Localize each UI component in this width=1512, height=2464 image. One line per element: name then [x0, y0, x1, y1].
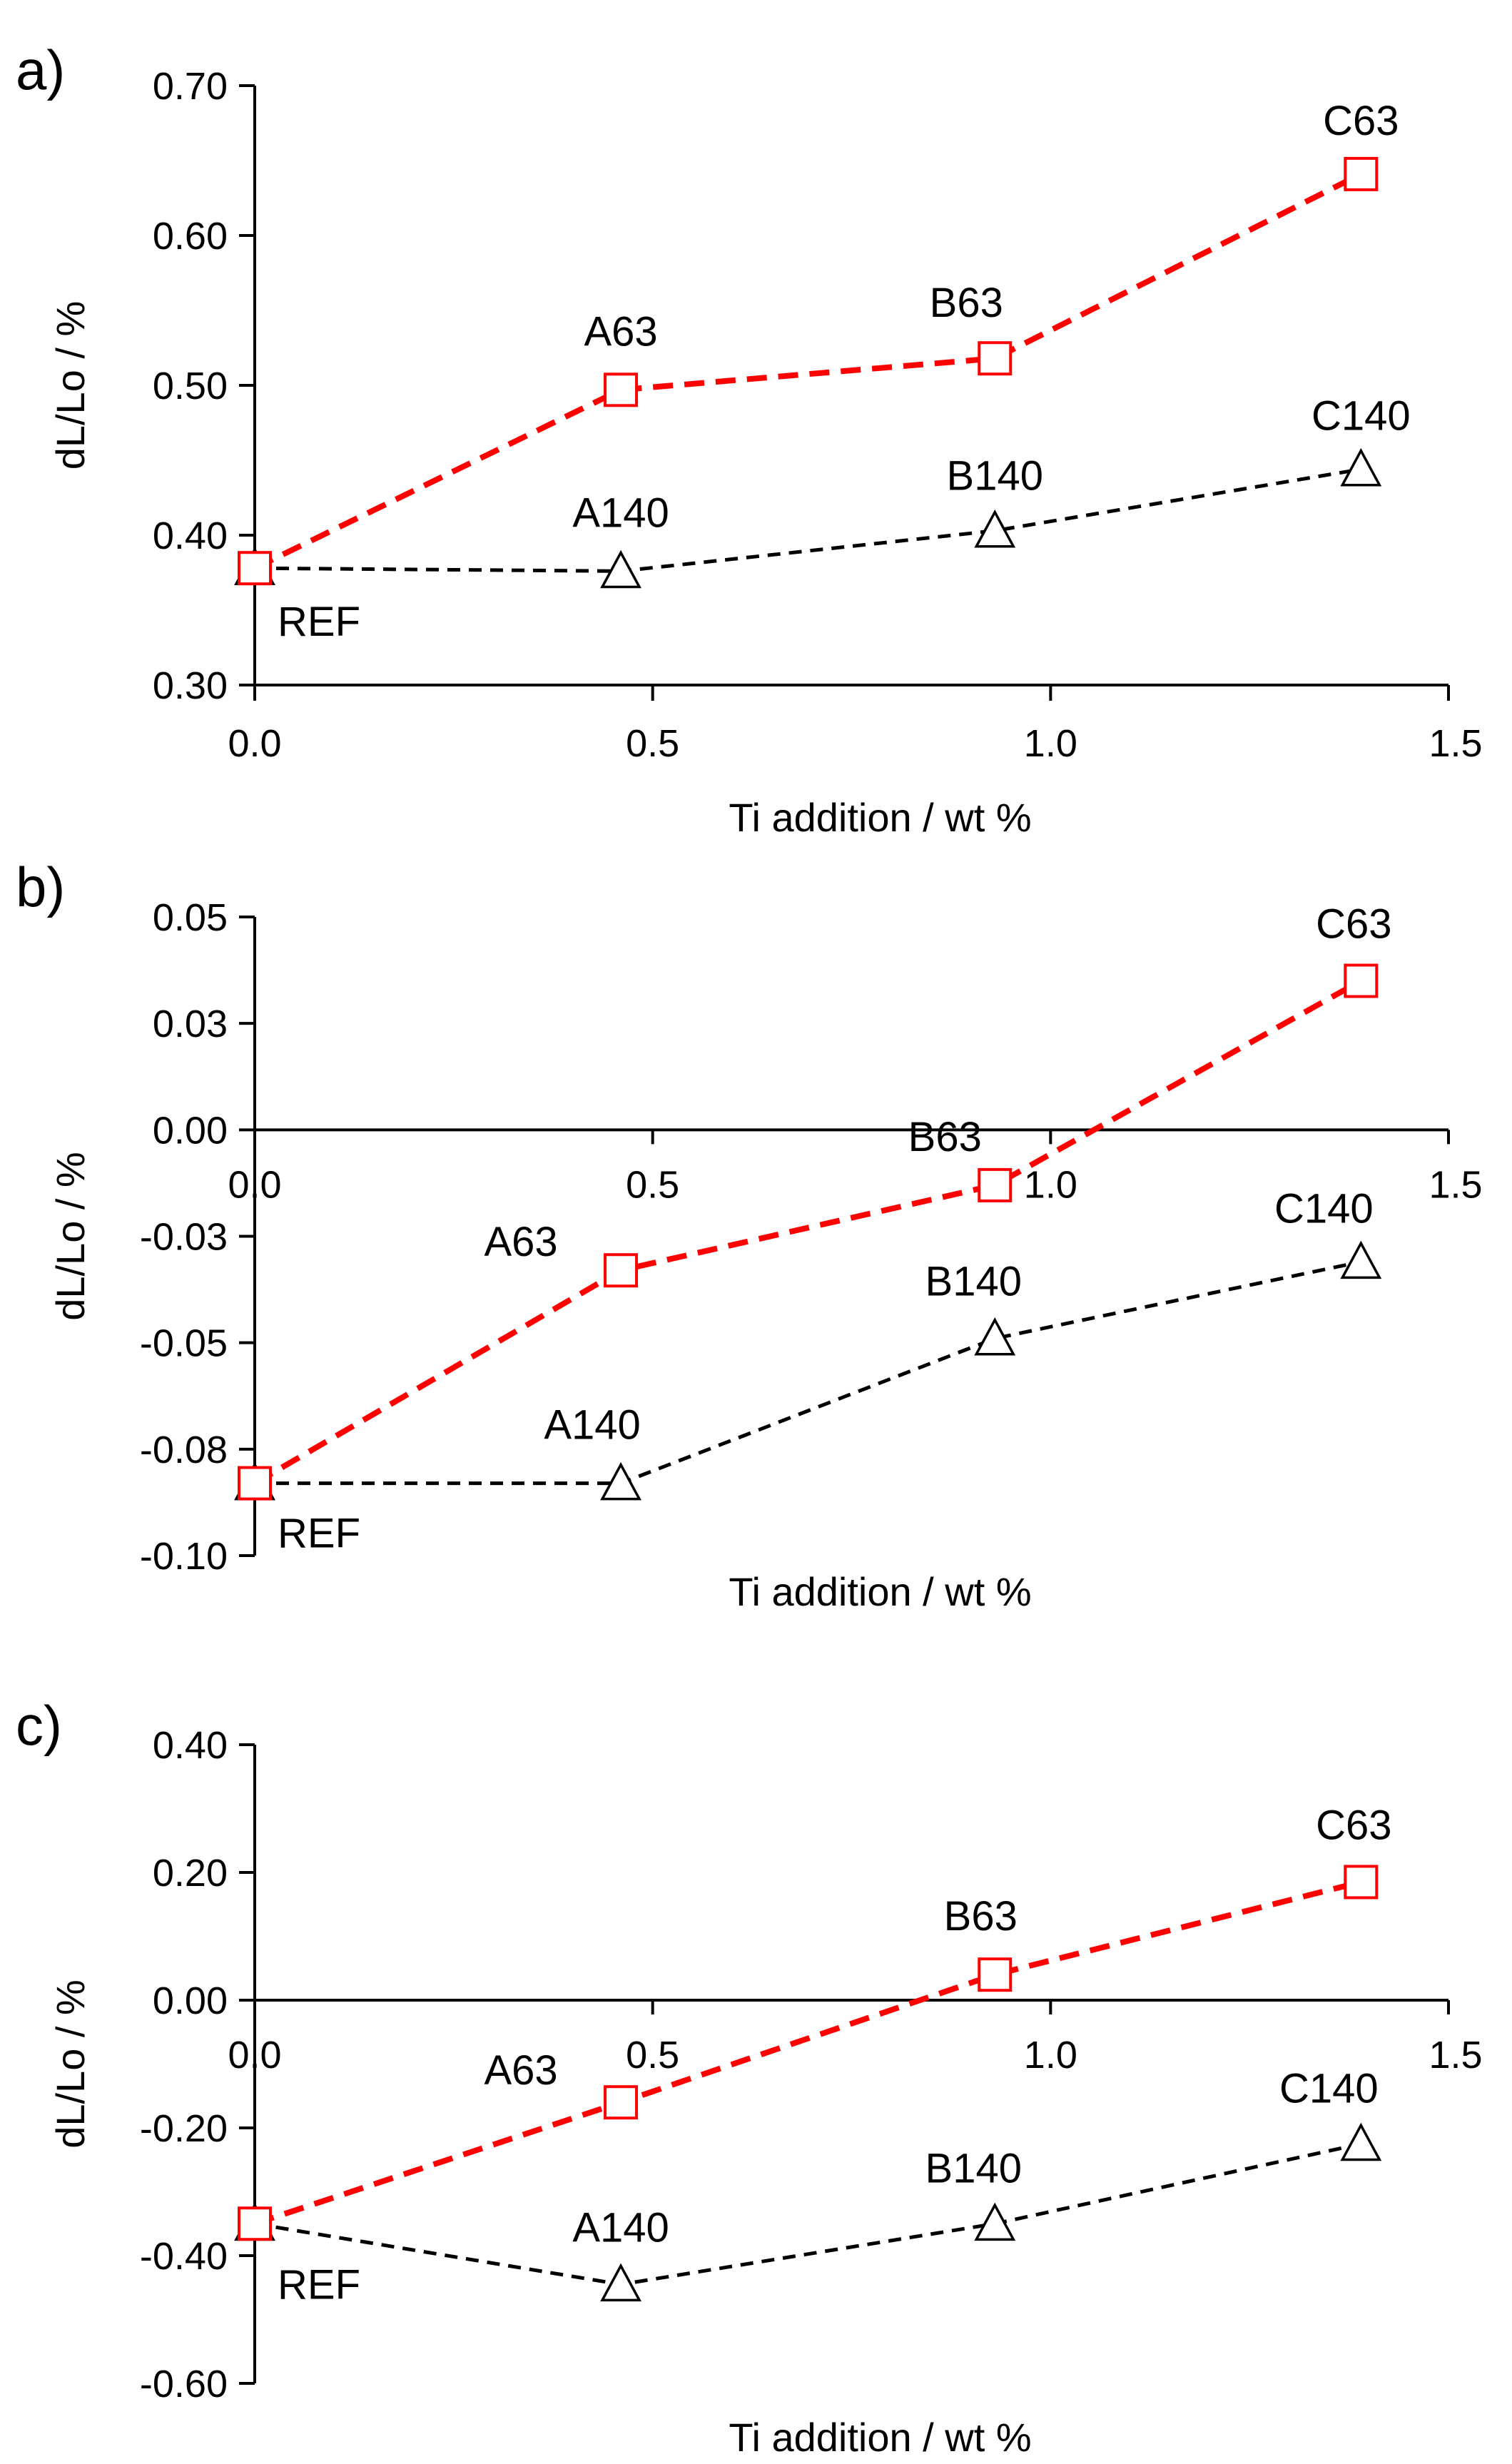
x-tick-label: 1.0	[1024, 2034, 1077, 2077]
x-tick-label: 0.5	[626, 722, 679, 765]
point-label-ref: REF	[278, 2261, 360, 2308]
data-point-square	[978, 1957, 1013, 1992]
x-tick-label: 1.0	[1024, 1163, 1077, 1206]
series-line-63	[253, 978, 1363, 1486]
data-point-square	[978, 1167, 1013, 1202]
chart-panel-1: a) 0.30 0.40 0.50 0.60 0.70 0.0 0.5 1.0 1.5 Ti add…	[16, 39, 1483, 840]
series-line-140	[254, 467, 1361, 573]
point-label-c63: C63	[1316, 1802, 1391, 1848]
data-point-square	[238, 1466, 272, 1501]
y-tick-label: 0.00	[153, 1979, 228, 2022]
y-tick-label: -0.05	[140, 1322, 228, 1365]
data-point-square	[604, 2085, 639, 2120]
x-axis-title: Ti addition / wt %	[729, 1569, 1031, 1614]
y-axis-title: dL/Lo / %	[48, 301, 93, 470]
series-line-63	[253, 171, 1363, 571]
y-tick-label: -0.03	[140, 1216, 228, 1259]
y-tick-label: -0.20	[140, 2107, 228, 2150]
data-point-triangle	[600, 2263, 641, 2302]
point-label-b63: B63	[908, 1114, 982, 1160]
data-point-square	[604, 1253, 639, 1288]
point-label-a63: A63	[484, 1219, 557, 1265]
x-tick-label: 0.0	[228, 2034, 281, 2077]
point-label-a140: A140	[572, 490, 669, 536]
point-label-c63: C63	[1323, 98, 1399, 144]
data-point-triangle	[600, 549, 641, 589]
x-tick-label: 0.5	[626, 1163, 679, 1206]
data-point-square	[1344, 156, 1379, 191]
point-label-b63: B63	[944, 1893, 1018, 1940]
chart-panel-3: c) -0.60 -0.40 -0.20 0.00 0.20 0.40 0.0 0.5 1.0 1.…	[16, 1694, 1483, 2460]
data-point-triangle	[600, 1461, 641, 1501]
x-axis-title: Ti addition / wt %	[729, 2415, 1031, 2460]
y-tick-label: 0.40	[153, 514, 228, 557]
panel-label: a)	[16, 39, 65, 101]
panel-label: b)	[16, 856, 65, 918]
point-label-b63: B63	[930, 280, 1003, 326]
data-point-triangle	[1340, 1240, 1382, 1279]
data-point-square	[1344, 1865, 1379, 1900]
x-axis-title: Ti addition / wt %	[729, 795, 1031, 840]
data-point-triangle	[974, 2202, 1016, 2241]
x-tick-label: 1.5	[1429, 722, 1482, 765]
chart-panel-2: b) -0.10 -0.08 -0.05 -0.03 0.00 0.03 0.05 0.0 0.5…	[16, 856, 1483, 1614]
point-label-a140: A140	[572, 2204, 669, 2251]
y-tick-label: -0.40	[140, 2235, 228, 2278]
data-point-square	[238, 2206, 272, 2241]
point-label-c140: C140	[1274, 1185, 1374, 1232]
y-tick-label: -0.60	[140, 2363, 228, 2405]
point-label-a140: A140	[544, 1402, 640, 1449]
point-label-b140: B140	[925, 1259, 1022, 1305]
data-point-triangle	[974, 509, 1016, 548]
point-label-ref: REF	[278, 599, 360, 645]
series-line-63	[253, 1879, 1362, 2227]
y-tick-label: 0.03	[153, 1003, 228, 1045]
y-tick-label: 0.50	[153, 365, 228, 407]
y-axis-title: dL/Lo / %	[48, 1979, 93, 2149]
data-point-square	[1344, 963, 1379, 998]
data-point-triangle	[1340, 2122, 1382, 2161]
series-line-140	[255, 1259, 1361, 1486]
y-axis-title: dL/Lo / %	[48, 1152, 93, 1321]
point-label-a63: A63	[584, 308, 657, 355]
point-label-b140: B140	[925, 2145, 1022, 2191]
point-label-c140: C140	[1279, 2065, 1379, 2111]
y-tick-label: 0.30	[153, 664, 228, 707]
point-label-c140: C140	[1311, 393, 1411, 440]
point-label-c63: C63	[1316, 901, 1391, 948]
point-label-ref: REF	[278, 1511, 360, 1557]
y-tick-label: -0.08	[140, 1429, 228, 1471]
data-point-triangle	[1340, 447, 1382, 487]
data-point-square	[238, 551, 272, 586]
x-tick-label: 0.0	[228, 722, 281, 765]
point-label-b140: B140	[947, 453, 1043, 500]
x-tick-label: 0.0	[228, 1163, 281, 1206]
x-tick-label: 1.5	[1429, 1163, 1482, 1206]
y-tick-label: 0.00	[153, 1109, 228, 1152]
data-point-square	[978, 341, 1013, 376]
y-tick-label: 0.40	[153, 1724, 228, 1767]
data-point-square	[604, 372, 639, 407]
y-tick-label: 0.70	[153, 65, 228, 108]
x-tick-label: 1.0	[1024, 722, 1077, 765]
series-line-140	[254, 2141, 1361, 2286]
y-tick-label: 0.20	[153, 1852, 228, 1895]
x-tick-label: 1.5	[1429, 2034, 1482, 2077]
point-label-a63: A63	[484, 2047, 557, 2094]
y-tick-label: 0.60	[153, 215, 228, 258]
y-tick-label: 0.05	[153, 896, 228, 939]
data-point-triangle	[974, 1317, 1016, 1356]
panel-label: c)	[16, 1694, 62, 1757]
y-tick-label: -0.10	[140, 1535, 228, 1578]
x-tick-label: 0.5	[626, 2034, 679, 2077]
